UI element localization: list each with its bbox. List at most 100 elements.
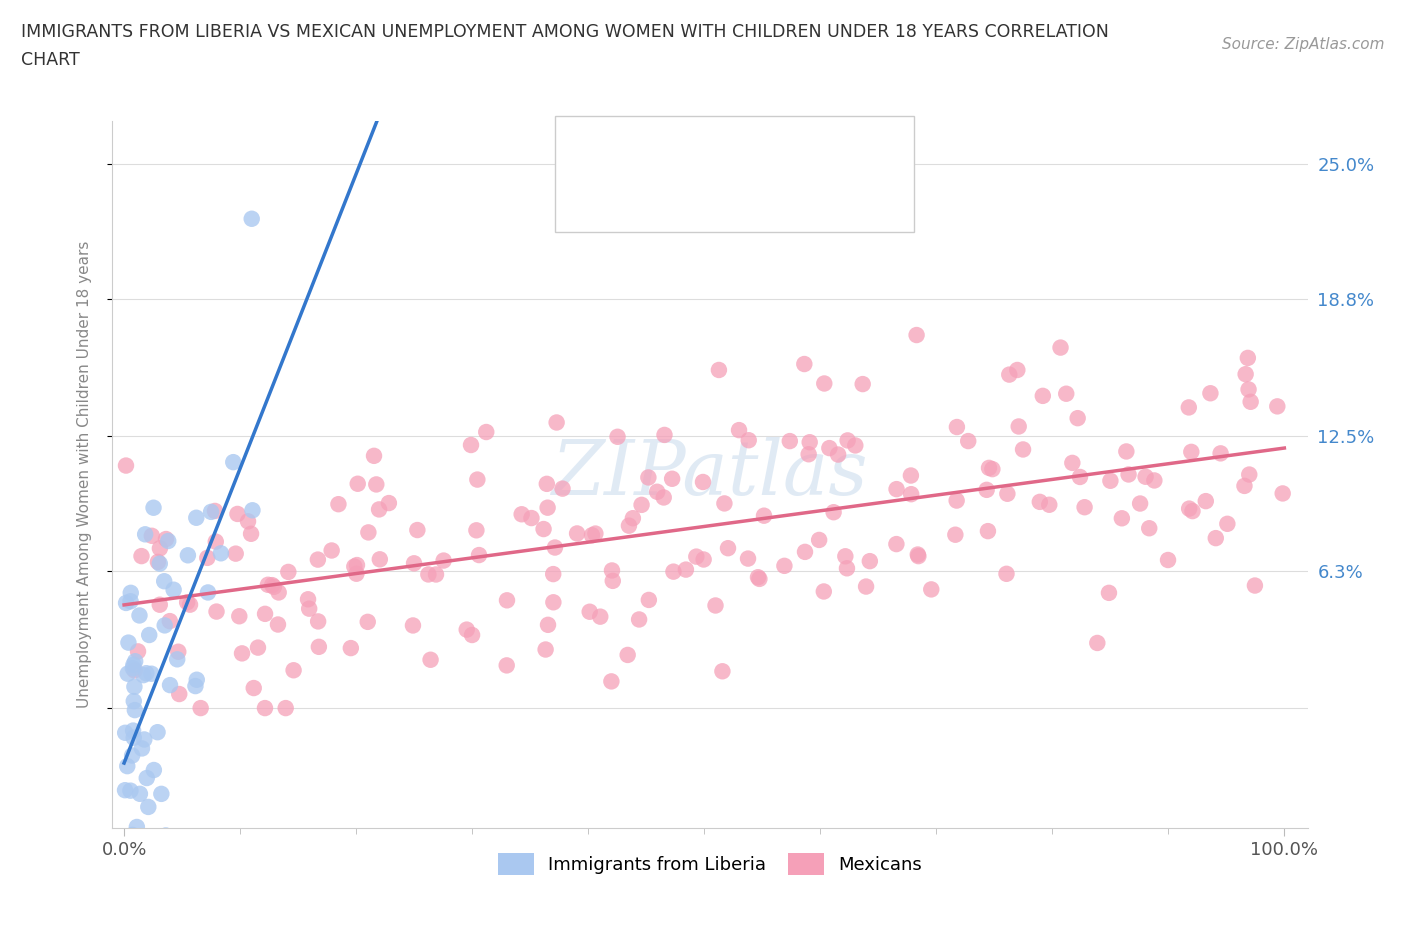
Point: [637, 470, 659, 485]
Point: [378, 496, 401, 511]
Point: [606, 430, 628, 445]
Point: [298, 601, 321, 616]
Point: [907, 549, 929, 564]
Point: [209, 546, 232, 561]
Point: [945, 493, 967, 508]
Point: [122, 730, 145, 745]
Point: [1240, 394, 1263, 409]
Point: [166, 652, 188, 667]
Point: [307, 614, 329, 629]
Point: [368, 502, 391, 517]
Point: [307, 552, 329, 567]
Point: [114, 842, 136, 857]
Point: [363, 448, 385, 463]
Point: [977, 460, 1000, 475]
Point: [114, 783, 136, 798]
Point: [1199, 386, 1222, 401]
Point: [124, 654, 146, 669]
Point: [297, 591, 319, 606]
Point: [167, 686, 190, 701]
Point: [578, 604, 600, 619]
Point: [1118, 467, 1140, 482]
Text: R =: R =: [619, 183, 664, 202]
Point: [125, 819, 148, 834]
Text: CHART: CHART: [21, 51, 80, 69]
Point: [465, 523, 488, 538]
Point: [128, 608, 150, 623]
Point: [544, 540, 567, 555]
Point: [510, 507, 533, 522]
Point: [277, 565, 299, 579]
Point: [340, 641, 363, 656]
Point: [794, 544, 817, 559]
Point: [274, 700, 297, 715]
Point: [844, 438, 866, 453]
Point: [150, 787, 173, 802]
Text: N =: N =: [724, 183, 776, 202]
Point: [159, 614, 181, 629]
Point: [240, 211, 263, 226]
Point: [1233, 478, 1256, 493]
Point: [197, 585, 219, 600]
Point: [153, 618, 176, 632]
Point: [1115, 444, 1137, 458]
Point: [184, 679, 207, 694]
Point: [257, 578, 280, 592]
Point: [155, 532, 177, 547]
Point: [957, 433, 980, 448]
Point: [707, 363, 730, 378]
Point: [186, 672, 208, 687]
Point: [546, 415, 568, 430]
Point: [977, 524, 1000, 538]
Point: [1066, 411, 1088, 426]
Point: [600, 674, 623, 689]
Point: [131, 741, 153, 756]
Point: [1205, 531, 1227, 546]
Point: [1111, 511, 1133, 525]
Point: [118, 875, 141, 890]
Point: [496, 593, 519, 608]
Point: [1178, 501, 1201, 516]
Point: [162, 582, 184, 597]
Point: [120, 585, 142, 600]
Point: [1008, 419, 1031, 434]
Point: [138, 628, 160, 643]
Point: [346, 558, 368, 573]
Point: [520, 511, 543, 525]
Point: [156, 844, 179, 859]
Point: [321, 543, 343, 558]
Point: [461, 628, 484, 643]
Point: [1069, 470, 1091, 485]
Point: [117, 885, 139, 900]
Text: Source: ZipAtlas.com: Source: ZipAtlas.com: [1222, 37, 1385, 52]
Point: [366, 477, 388, 492]
Point: [813, 584, 835, 599]
Point: [124, 663, 146, 678]
Point: [134, 732, 156, 747]
Point: [120, 594, 142, 609]
Text: IMMIGRANTS FROM LIBERIA VS MEXICAN UNEMPLOYMENT AMONG WOMEN WITH CHILDREN UNDER : IMMIGRANTS FROM LIBERIA VS MEXICAN UNEMP…: [21, 23, 1109, 41]
Point: [114, 725, 136, 740]
Point: [228, 609, 250, 624]
Point: [343, 559, 366, 574]
Point: [186, 511, 208, 525]
Point: [1271, 486, 1294, 501]
Point: [149, 597, 172, 612]
Point: [121, 660, 143, 675]
Point: [226, 507, 249, 522]
Point: [630, 498, 652, 512]
Point: [346, 476, 368, 491]
Point: [195, 551, 218, 565]
Point: [779, 433, 801, 448]
Point: [995, 486, 1018, 501]
Point: [242, 503, 264, 518]
Point: [135, 771, 157, 786]
Point: [565, 526, 588, 541]
Point: [146, 724, 169, 739]
Point: [617, 518, 640, 533]
Point: [946, 419, 969, 434]
Point: [142, 763, 165, 777]
Point: [115, 458, 138, 473]
Point: [738, 432, 761, 447]
Point: [1180, 445, 1202, 459]
